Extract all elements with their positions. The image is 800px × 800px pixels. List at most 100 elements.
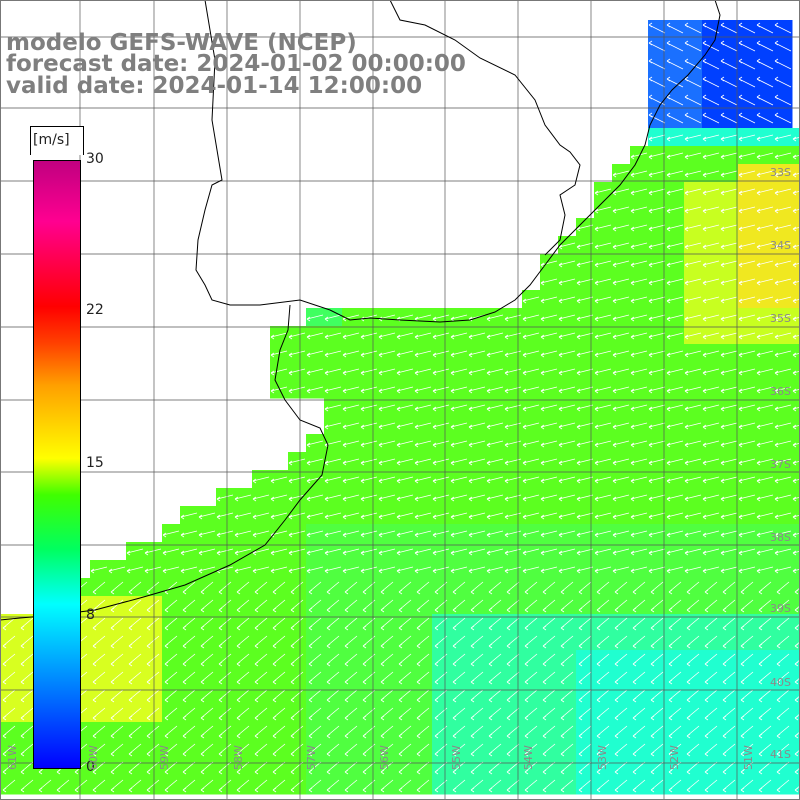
wind-arrow [414,440,432,448]
wind-arrow [128,761,142,775]
wind-arrow [360,494,378,502]
wind-arrow [738,260,756,268]
wind-arrow [324,548,342,556]
wind-arrow [648,112,666,124]
wind-arrow [614,689,628,703]
wind-arrow [704,617,718,631]
wind-arrow [794,623,800,631]
wind-arrow [594,188,612,196]
wind-arrow [576,278,594,286]
wind-arrow [450,530,468,538]
wind-arrow [668,725,682,739]
wind-arrow [648,530,666,538]
wind-arrow [612,476,630,484]
wind-arrow [128,617,142,631]
wind-arrow [668,617,682,631]
wind-arrow [558,512,576,520]
wind-arrow [702,440,720,448]
wind-arrow [288,494,306,502]
wind-arrow [612,458,630,466]
wind-arrow [272,725,286,739]
wind-arrow [702,242,720,250]
wind-arrow [110,599,124,613]
wind-arrow [488,671,502,685]
wind-arrow [488,743,502,757]
wind-arrow [578,617,592,631]
wind-arrow [756,94,774,106]
wind-arrow [416,779,430,793]
wind-arrow [540,512,558,520]
wind-arrow [774,404,792,412]
wind-arrow [558,332,576,340]
wind-arrow [252,476,270,484]
wind-arrow [738,296,756,304]
wind-arrow [2,707,16,721]
wind-cell [792,776,800,795]
wind-arrow [720,296,738,304]
wind-arrow [702,476,720,484]
wind-arrow [792,460,800,466]
wind-arrow [630,224,648,232]
wind-arrow [776,725,790,739]
wind-arrow [756,112,774,124]
wind-arrow [452,581,466,595]
wind-arrow [128,581,142,595]
wind-arrow [398,635,412,649]
wind-arrow [396,440,414,448]
wind-arrow [614,653,628,667]
wind-arrow [450,332,468,340]
wind-arrow [738,170,756,178]
wind-arrow [378,512,396,520]
wind-arrow [344,689,358,703]
wind-arrow [164,761,178,775]
wind-arrow [560,725,574,739]
wind-arrow [702,368,720,376]
wind-arrow [596,743,610,757]
wind-arrow [450,440,468,448]
wind-arrow [756,152,774,160]
wind-arrow [326,617,340,631]
wind-arrow [578,689,592,703]
wind-arrow [648,458,666,466]
wind-arrow [272,689,286,703]
wind-arrow [558,278,576,286]
wind-arrow [720,404,738,412]
wind-arrow [146,617,160,631]
wind-arrow [666,112,684,124]
wind-arrow [272,779,286,793]
wind-arrow [738,58,756,70]
wind-arrow [272,599,286,613]
wind-arrow [684,22,702,34]
wind-arrow [758,743,772,757]
wind-arrow [308,689,322,703]
wind-arrow [704,689,718,703]
wind-arrow [738,134,756,142]
wind-arrow [560,707,574,721]
wind-arrow [128,743,142,757]
wind-arrow [522,422,540,430]
wind-arrow [792,172,800,178]
wind-arrow [650,671,664,685]
wind-arrow [470,779,484,793]
wind-arrow [360,476,378,484]
wind-arrow [576,260,594,268]
wind-arrow [468,476,486,484]
wind-arrow [236,689,250,703]
wind-arrow [488,725,502,739]
wind-arrow [308,671,322,685]
wind-arrow [234,530,252,538]
wind-arrow [632,671,646,685]
wind-arrow [324,350,342,358]
wind-arrow [720,224,738,232]
wind-arrow [380,689,394,703]
wind-arrow [794,641,800,649]
wind-arrow [326,581,340,595]
wind-arrow [774,58,792,70]
wind-arrow [612,260,630,268]
wind-arrow [720,22,738,34]
wind-arrow [110,635,124,649]
wind-arrow [432,386,450,394]
wind-arrow [722,581,736,595]
wind-arrow [486,458,504,466]
wind-arrow [290,725,304,739]
